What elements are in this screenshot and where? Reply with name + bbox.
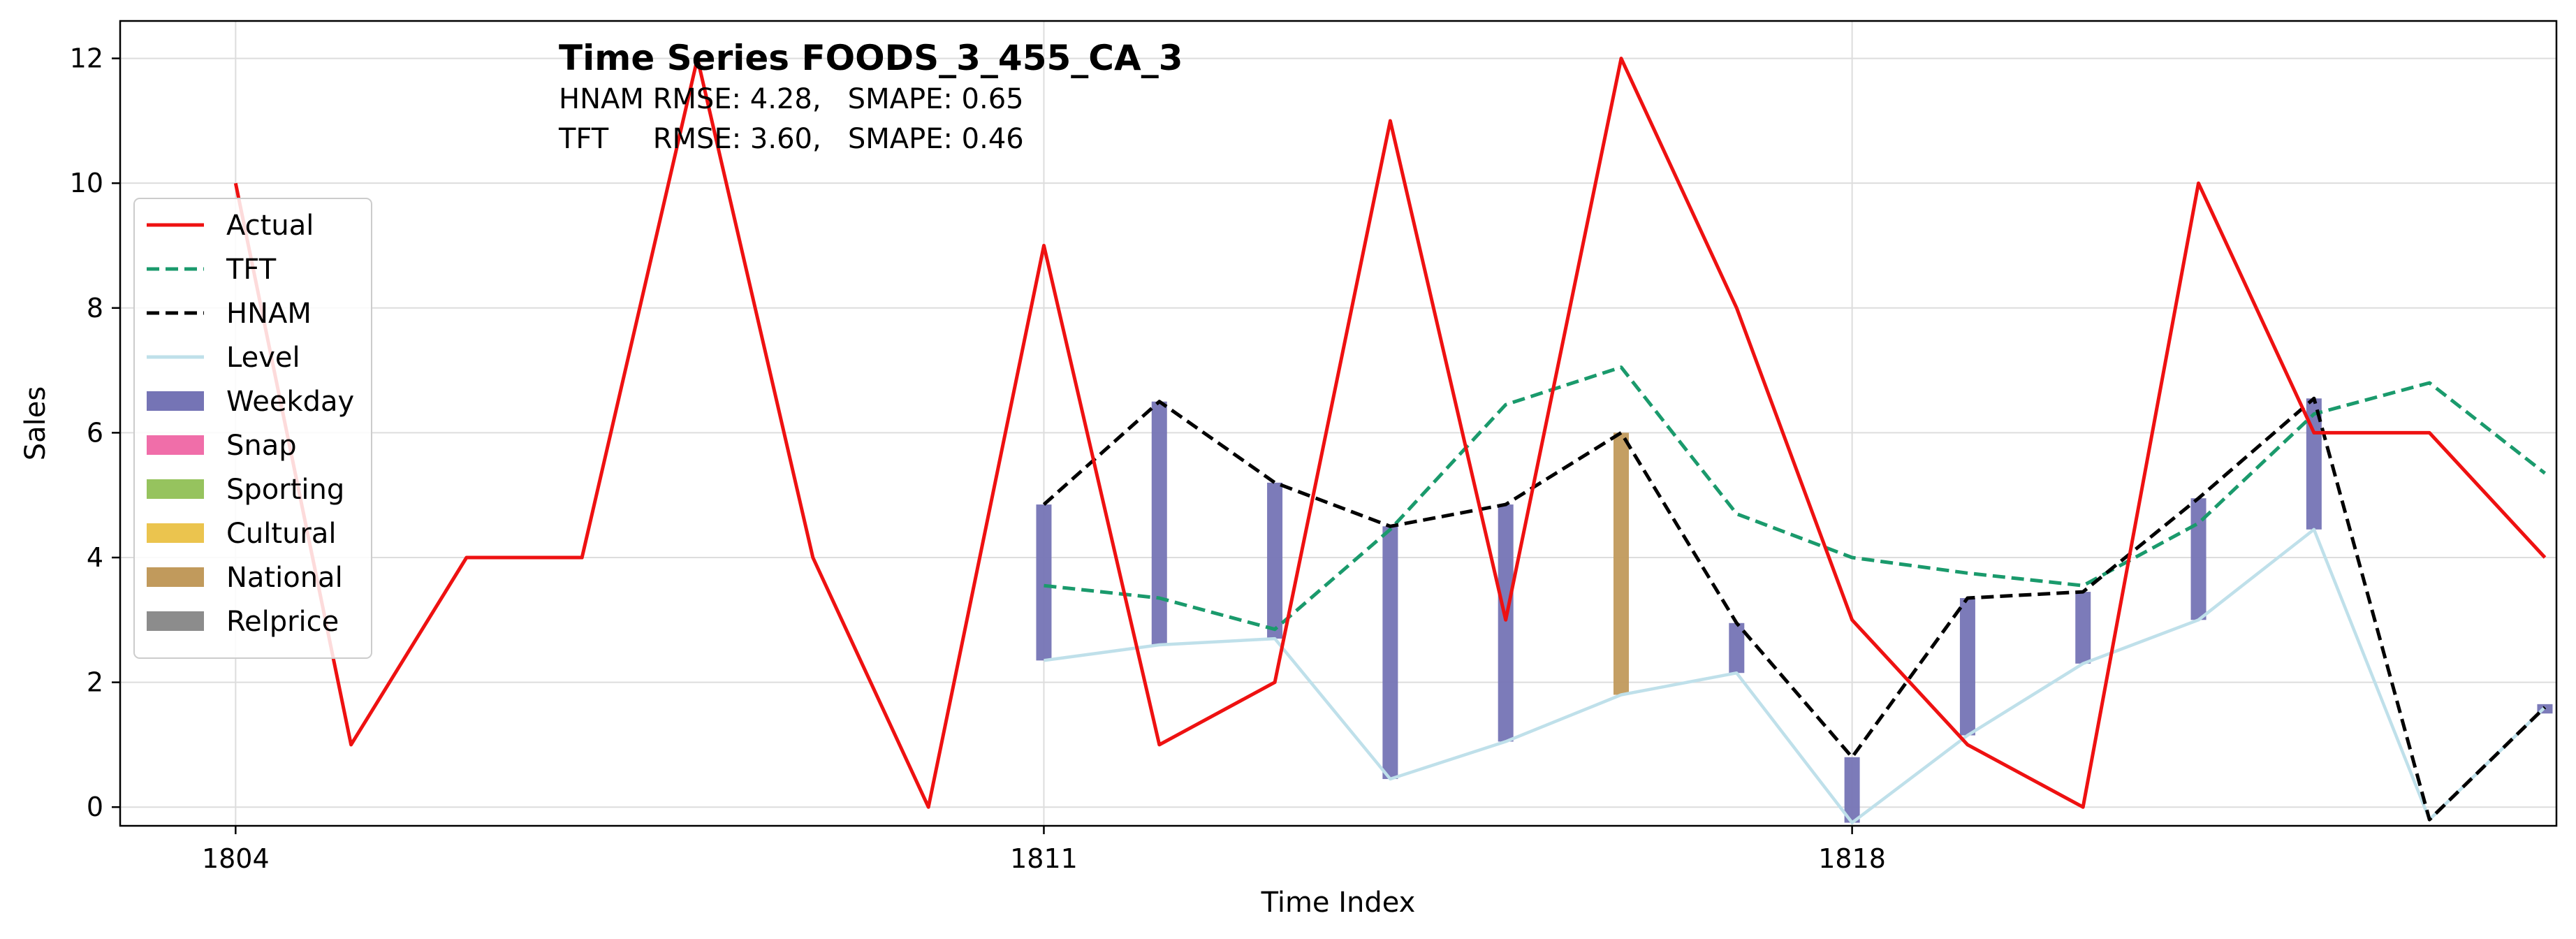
legend-label: TFT (226, 254, 277, 286)
hnam-series-line (1042, 396, 2547, 822)
legend-swatch (147, 391, 204, 411)
legend-label: Cultural (226, 518, 337, 550)
series-lines (233, 57, 2547, 824)
component-bar-weekday (2075, 592, 2091, 664)
y-tick-label: 10 (70, 168, 103, 198)
x-tick-label: 1818 (1818, 843, 1886, 874)
x-axis-label: Time Index (1261, 887, 1416, 919)
x-tick-label: 1804 (202, 843, 270, 874)
legend-item-cultural: Cultural (147, 518, 337, 550)
legend-item-hnam: HNAM (147, 298, 312, 330)
plot-frame (119, 20, 2558, 827)
legend-item-tft: TFT (147, 254, 277, 286)
tft-series-line (1044, 365, 2547, 632)
axis-ticks: 0 2 4 6 8 10 12 1804 1811 1818 (70, 43, 1886, 874)
legend-item-weekday: Weekday (147, 386, 354, 418)
legend-item-sporting: Sporting (147, 474, 344, 506)
legend-label: Actual (226, 210, 314, 242)
component-bar-weekday (2190, 498, 2207, 620)
y-tick-label: 8 (87, 293, 103, 323)
legend-label: Relprice (226, 606, 339, 638)
component-bar-weekday (1151, 401, 1167, 646)
legend-swatch (147, 611, 204, 631)
legend-label: Weekday (226, 386, 354, 418)
legend-label: National (226, 562, 343, 594)
legend-label: HNAM (226, 298, 312, 330)
legend-swatch (147, 567, 204, 587)
legend-item-snap: Snap (147, 430, 297, 462)
level-series-line (1044, 527, 2547, 824)
legend-swatch (147, 523, 204, 543)
component-bar-weekday (1267, 482, 1283, 639)
legend-item-actual: Actual (147, 210, 314, 242)
y-tick-label: 12 (70, 43, 103, 74)
legend-label: Level (226, 342, 300, 374)
legend-swatch (147, 479, 204, 499)
y-axis-label: Sales (20, 386, 52, 460)
legend-item-relprice: Relprice (147, 606, 339, 638)
component-bar-weekday (1729, 623, 1745, 674)
component-bars (1036, 398, 2553, 823)
legend-swatch (147, 435, 204, 455)
legend-label: Snap (226, 430, 297, 462)
component-bar-weekday (1844, 757, 1860, 823)
legend: Actual TFT HNAM Level Weekday Snap Sporting Cul… (133, 198, 372, 659)
y-tick-label: 0 (87, 792, 103, 822)
y-tick-label: 6 (87, 417, 103, 448)
legend-item-national: National (147, 562, 343, 594)
component-bar-weekday (1036, 504, 1052, 661)
x-tick-label: 1811 (1010, 843, 1078, 874)
component-bar-weekday (1959, 598, 1975, 736)
hnam-metrics-text: HNAM RMSE: 4.28, SMAPE: 0.65 (559, 83, 1024, 115)
legend-label: Sporting (226, 474, 344, 506)
actual-series-line (233, 57, 2547, 809)
legend-item-level: Level (147, 342, 300, 374)
chart-title: Time Series FOODS_3_455_CA_3 (559, 38, 1183, 78)
y-tick-label: 4 (87, 542, 103, 573)
component-bar-national (1613, 432, 1630, 695)
tft-metrics-text: TFT RMSE: 3.60, SMAPE: 0.46 (558, 123, 1024, 155)
y-tick-label: 2 (87, 667, 103, 698)
component-bar-weekday (1498, 504, 1514, 742)
component-bar-weekday (1382, 526, 1398, 780)
